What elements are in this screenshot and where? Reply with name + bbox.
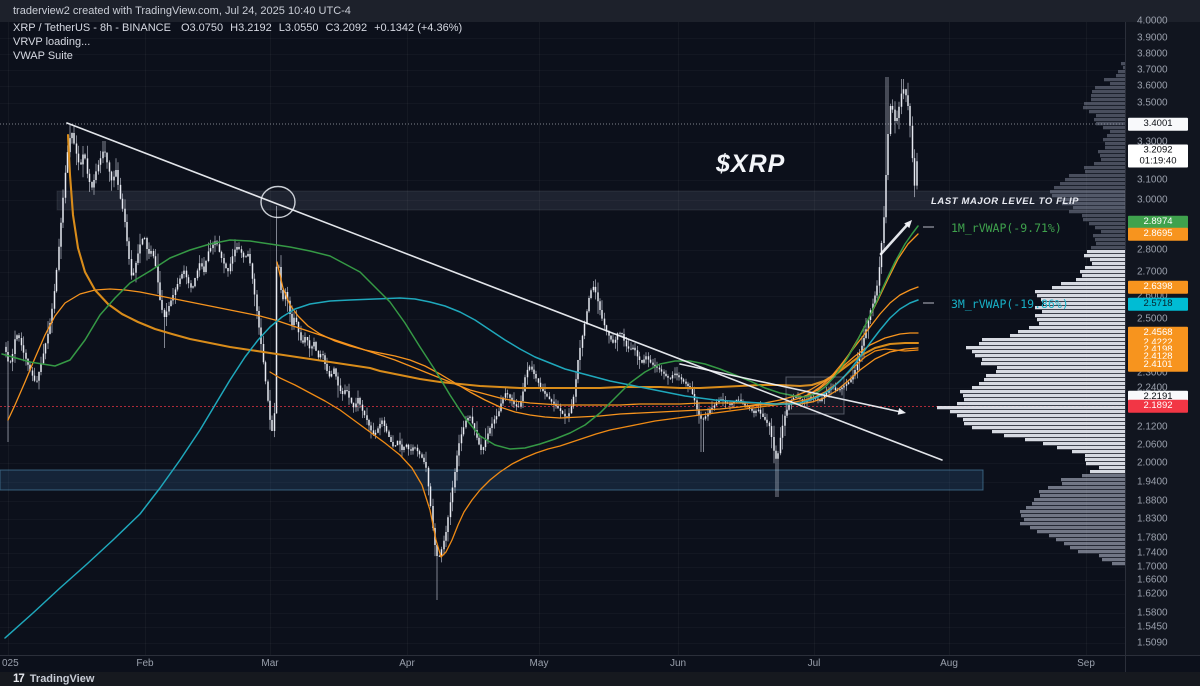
- price-tick: 2.7000: [1137, 266, 1168, 278]
- ohlc-c: C3.2092: [325, 22, 368, 34]
- price-tick: 2.2400: [1137, 382, 1168, 394]
- price-tick: 3.7000: [1137, 64, 1168, 76]
- time-tick-apr: Apr: [399, 658, 415, 669]
- trendline-0: [66, 122, 943, 461]
- price-tick: 1.5090: [1137, 637, 1168, 649]
- price-tick: 1.7800: [1137, 532, 1168, 544]
- price-axis[interactable]: 4.0000 3.9000 3.8000 3.7000 3.6000 3.5000 3.30…: [1125, 16, 1200, 655]
- trendline-2: [879, 222, 910, 256]
- change-value: +0.1342 (+4.36%): [374, 22, 463, 34]
- price-level-label: 2.6398: [1128, 280, 1188, 294]
- price-tick: 2.0000: [1137, 457, 1168, 469]
- price-tick: 1.7400: [1137, 547, 1168, 559]
- time-tick-jul: Jul: [807, 658, 821, 669]
- circle-annotation: [260, 185, 296, 219]
- ohlc-h: H3.2192: [230, 22, 272, 34]
- price-tick: 3.1000: [1137, 174, 1168, 186]
- price-tick: 1.6600: [1137, 574, 1168, 586]
- price-tick: 1.5800: [1137, 607, 1168, 619]
- price-tick: 1.5450: [1137, 621, 1168, 633]
- chart-legend: XRP / TetherUS - 8h - BINANCE O3.0750 H3.2…: [13, 22, 462, 64]
- level-zone-1: [0, 469, 984, 491]
- ohlc-l: L3.0550: [278, 22, 319, 34]
- ticker-annotation: $XRP: [716, 150, 786, 178]
- price-tick: 3.8000: [1137, 48, 1168, 60]
- price-level-label: 2.4568: [1128, 326, 1188, 340]
- vwap-1m-rolling-line: [1, 225, 919, 450]
- time-tick-mar: Mar: [261, 658, 279, 669]
- price-tick: 1.7000: [1137, 561, 1168, 573]
- volume-profile-rows: [1020, 474, 1125, 566]
- price-tick: 3.9000: [1137, 32, 1168, 44]
- price-level-label: 3.4001: [1128, 117, 1188, 131]
- price-level-label: 2.5718: [1128, 297, 1188, 311]
- chart-canvas[interactable]: [0, 22, 1200, 686]
- price-tick: 3.5000: [1137, 97, 1168, 109]
- arrowhead: [897, 408, 906, 415]
- anchored-vwap-jun-line: [744, 286, 919, 408]
- price-tick: 1.6200: [1137, 588, 1168, 600]
- price-tick: 3.6000: [1137, 80, 1168, 92]
- time-tick-sep: Sep: [1077, 658, 1095, 669]
- anchored-vwap-jul-line: [807, 233, 919, 395]
- price-tick: 1.8800: [1137, 495, 1168, 507]
- time-tick-feb: Feb: [136, 658, 154, 669]
- bar-countdown: 01:19:40: [1139, 155, 1177, 166]
- current-price-value: 3.2092: [1143, 144, 1173, 156]
- price-tick: 2.0600: [1137, 439, 1168, 451]
- price-tick: 2.5000: [1137, 313, 1168, 325]
- chart-area[interactable]: XRP / TetherUS - 8h - BINANCE O3.0750 H3.2…: [0, 16, 1200, 655]
- anchored-vwap-mar-line: [276, 261, 919, 419]
- price-level-label: 2.8974: [1128, 215, 1188, 229]
- indicator-row-vwap-suite[interactable]: VWAP Suite: [13, 50, 73, 62]
- anchored-vwap-aprlow-line: [269, 348, 919, 558]
- symbol-title[interactable]: XRP / TetherUS - 8h - BINANCE: [13, 22, 171, 34]
- price-tick: 2.8000: [1137, 244, 1168, 256]
- ohlc-values: O3.0750 H3.2192 L3.0550 C3.2092: [181, 22, 374, 34]
- price-level-label: 2.8695: [1128, 227, 1188, 241]
- time-tick-jun: Jun: [669, 658, 687, 669]
- current-price-label: 3.2092 01:19:40: [1128, 144, 1188, 168]
- vwap-anchor-box: [785, 376, 845, 415]
- vwap-3m-rolling-line: [4, 297, 919, 639]
- volume-profile-rows: [937, 250, 1125, 474]
- price-tick: 1.9400: [1137, 476, 1168, 488]
- time-tick-025: 025: [2, 658, 19, 669]
- indicator-row-vrvp[interactable]: VRVP loading...: [13, 36, 91, 48]
- grid-vertical: [8, 22, 1087, 655]
- price-tick: 3.0000: [1137, 194, 1168, 206]
- time-tick-aug: Aug: [940, 658, 958, 669]
- price-tick: 2.6000: [1137, 290, 1168, 302]
- price-tick: 2.3000: [1137, 367, 1168, 379]
- axis-corner: [1125, 656, 1200, 673]
- price-tick: 2.1200: [1137, 421, 1168, 433]
- vwap-3m-label: 3M_rVWAP(-19.86%): [951, 297, 1069, 311]
- time-tick-may: May: [529, 658, 549, 669]
- snapshot-footer: 17 TradingView: [0, 672, 1200, 686]
- tradingview-brand[interactable]: TradingView: [29, 673, 95, 685]
- time-axis[interactable]: 025 Feb Mar Apr May Jun Jul Aug Sep: [0, 655, 1200, 673]
- trendline-1: [679, 363, 902, 413]
- price-level-label: 2.1892: [1128, 399, 1188, 413]
- snapshot-header: traderview2 created with TradingView.com…: [0, 0, 1200, 22]
- tradingview-logo-icon[interactable]: 17: [13, 673, 25, 685]
- price-level-label: 2.4101: [1128, 358, 1188, 372]
- symbol-row[interactable]: XRP / TetherUS - 8h - BINANCE O3.0750 H3.2…: [13, 22, 462, 36]
- vwap-1m-label: 1M_rVWAP(-9.71%): [951, 221, 1062, 235]
- price-tick: 4.0000: [1137, 15, 1168, 27]
- grid-horizontal: [0, 22, 1125, 644]
- anchored-vwap-jan-line: [7, 288, 919, 421]
- price-tick: 3.3000: [1137, 136, 1168, 148]
- level-annotation: LAST MAJOR LEVEL TO FLIP: [931, 196, 1080, 207]
- price-tick: 1.8300: [1137, 513, 1168, 525]
- anchored-vwap-ath-line: [66, 133, 920, 390]
- ohlc-o: O3.0750: [180, 22, 224, 34]
- arrowhead: [904, 220, 912, 229]
- plot-layers: [0, 22, 1125, 655]
- snapshot-header-text: traderview2 created with TradingView.com…: [13, 5, 351, 17]
